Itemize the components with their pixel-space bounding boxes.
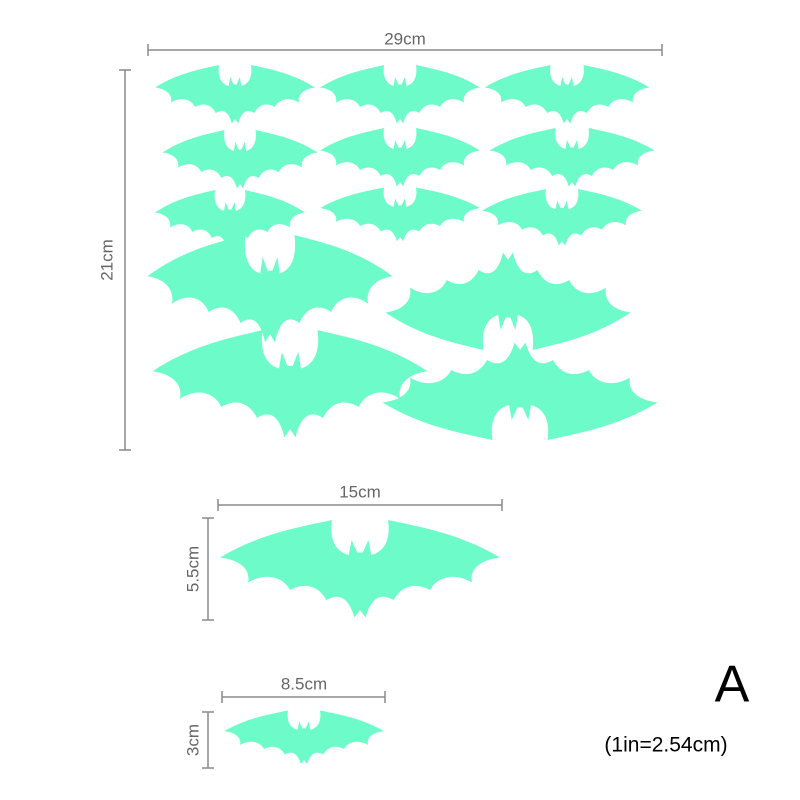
medium-height: 5.5cm [183, 546, 202, 592]
bat-sticker [320, 65, 480, 124]
bat-sticker [382, 342, 658, 440]
bat-sticker [484, 65, 650, 124]
bat-sticker [489, 128, 655, 187]
bat-sticker [162, 130, 318, 189]
bat-sticker [320, 128, 480, 187]
bat-sticker [320, 187, 480, 242]
small-width: 8.5cm [281, 674, 327, 693]
bat-sticker [385, 252, 631, 350]
small-height: 3cm [183, 724, 202, 756]
sheet-height: 21cm [97, 239, 116, 281]
bat-sticker [224, 710, 384, 765]
bat-sticker [482, 189, 642, 246]
sheet-width: 29cm [384, 29, 426, 48]
bat-sticker [152, 330, 428, 438]
bat-sticker [220, 520, 500, 618]
bat-sticker [155, 65, 315, 124]
dimension-lines [119, 44, 663, 769]
unit-conversion: (1in=2.54cm) [604, 734, 727, 757]
bat-sticker [147, 235, 393, 343]
variant-label: A [715, 656, 750, 714]
bat-stickers [147, 65, 658, 765]
medium-width: 15cm [339, 482, 381, 501]
